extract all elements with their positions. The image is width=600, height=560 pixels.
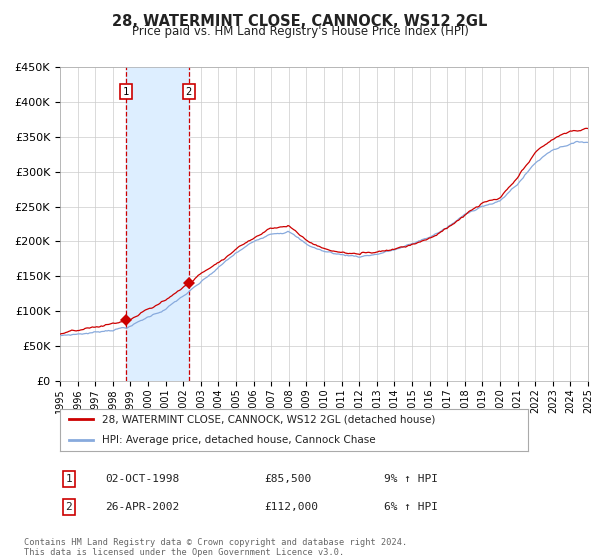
- Text: £112,000: £112,000: [264, 502, 318, 512]
- Text: 1: 1: [123, 87, 129, 96]
- Text: 28, WATERMINT CLOSE, CANNOCK, WS12 2GL: 28, WATERMINT CLOSE, CANNOCK, WS12 2GL: [112, 14, 488, 29]
- Text: 26-APR-2002: 26-APR-2002: [105, 502, 179, 512]
- Text: Contains HM Land Registry data © Crown copyright and database right 2024.
This d: Contains HM Land Registry data © Crown c…: [24, 538, 407, 557]
- Bar: [126, 67, 189, 381]
- Text: 2: 2: [186, 87, 192, 96]
- Text: 2: 2: [65, 502, 73, 512]
- Text: Price paid vs. HM Land Registry's House Price Index (HPI): Price paid vs. HM Land Registry's House …: [131, 25, 469, 38]
- Text: 9% ↑ HPI: 9% ↑ HPI: [384, 474, 438, 484]
- Text: HPI: Average price, detached house, Cannock Chase: HPI: Average price, detached house, Cann…: [102, 435, 376, 445]
- Text: 02-OCT-1998: 02-OCT-1998: [105, 474, 179, 484]
- Text: 6% ↑ HPI: 6% ↑ HPI: [384, 502, 438, 512]
- Text: 28, WATERMINT CLOSE, CANNOCK, WS12 2GL (detached house): 28, WATERMINT CLOSE, CANNOCK, WS12 2GL (…: [102, 414, 436, 424]
- Text: 1: 1: [65, 474, 73, 484]
- Text: £85,500: £85,500: [264, 474, 311, 484]
